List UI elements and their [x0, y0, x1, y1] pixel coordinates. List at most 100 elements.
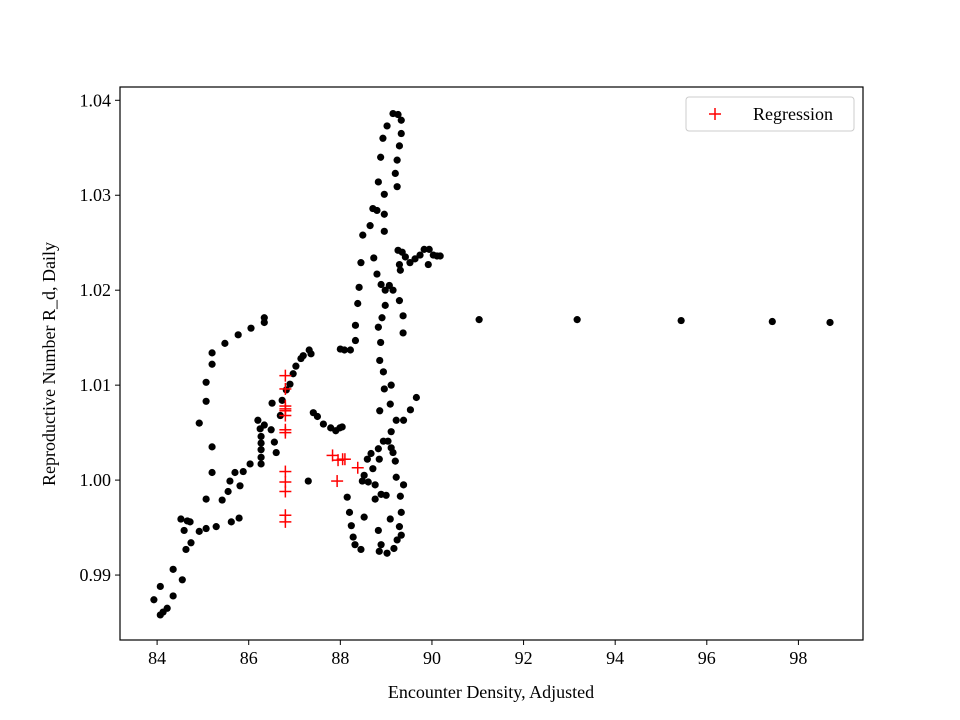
point: [377, 541, 385, 549]
point: [178, 576, 186, 584]
point: [395, 523, 404, 531]
point: [270, 438, 278, 446]
legend-label: Regression: [753, 104, 833, 124]
point: [358, 477, 366, 485]
point: [376, 407, 384, 415]
point: [367, 449, 375, 458]
point: [319, 420, 327, 428]
point: [425, 245, 433, 253]
point: [247, 324, 255, 332]
point: [397, 129, 405, 138]
plot-frame: [119, 86, 864, 641]
point: [202, 524, 210, 533]
point: [307, 350, 315, 358]
point: [366, 222, 374, 230]
legend-box: [685, 96, 855, 132]
point: [187, 539, 195, 547]
point: [392, 473, 400, 481]
point: [257, 446, 265, 454]
point: [364, 478, 372, 486]
point: [369, 465, 377, 473]
point: [374, 178, 382, 186]
point: [343, 493, 351, 501]
plus-marker: [279, 465, 292, 478]
x-tick-label: 94: [606, 648, 624, 668]
point: [355, 283, 363, 291]
point: [411, 255, 419, 263]
point: [401, 253, 409, 261]
point: [202, 495, 210, 503]
point: [371, 481, 379, 489]
point: [396, 266, 404, 274]
point: [373, 270, 381, 278]
point: [156, 582, 164, 591]
point: [383, 549, 391, 557]
point: [406, 406, 415, 414]
point: [768, 317, 776, 326]
point: [359, 231, 367, 239]
point: [394, 110, 402, 119]
point: [377, 490, 385, 498]
point: [392, 416, 400, 424]
point: [384, 437, 392, 445]
point: [573, 316, 581, 324]
point: [387, 444, 395, 452]
point: [234, 331, 242, 339]
point: [260, 421, 268, 429]
point: [163, 604, 171, 612]
point: [399, 312, 407, 320]
point: [397, 116, 405, 124]
point: [389, 286, 397, 294]
plus-marker: [279, 485, 292, 498]
point: [286, 380, 294, 388]
point: [383, 122, 391, 130]
point: [826, 318, 834, 327]
point: [221, 339, 229, 347]
x-axis-label: Encounter Density, Adjusted: [388, 682, 594, 702]
y-axis-label: Reproductive Number R_d, Daily: [39, 242, 59, 486]
point: [267, 426, 275, 434]
point: [304, 477, 312, 485]
point: [378, 314, 386, 322]
point: [231, 468, 239, 477]
plus-marker: [709, 108, 721, 120]
point: [257, 460, 265, 468]
point: [169, 565, 177, 573]
point: [347, 522, 355, 530]
point: [212, 523, 220, 531]
point: [360, 471, 368, 479]
point: [370, 254, 378, 262]
point: [420, 245, 428, 253]
point: [376, 356, 384, 365]
point: [386, 400, 394, 408]
point: [208, 360, 216, 368]
point: [246, 460, 254, 468]
point: [239, 467, 247, 476]
point: [357, 259, 365, 267]
y-tick-label: 1.00: [80, 470, 112, 490]
point: [380, 210, 388, 218]
point: [475, 316, 483, 324]
point: [395, 297, 404, 305]
x-tick-label: 96: [698, 648, 716, 668]
point: [374, 526, 382, 535]
point: [351, 336, 360, 345]
point: [224, 487, 232, 496]
x-tick-label: 90: [423, 648, 441, 668]
point: [313, 412, 322, 421]
point: [363, 455, 371, 463]
x-tick-label: 84: [148, 648, 166, 668]
point: [397, 531, 405, 539]
x-tick-label: 88: [331, 648, 349, 668]
point: [380, 227, 388, 235]
point: [677, 316, 685, 325]
point: [379, 134, 387, 142]
point: [278, 396, 286, 404]
point: [208, 443, 216, 451]
point: [391, 457, 399, 465]
point: [202, 397, 210, 405]
point: [386, 515, 394, 523]
point: [387, 428, 395, 436]
point: [393, 156, 401, 164]
plus-marker: [338, 453, 351, 466]
